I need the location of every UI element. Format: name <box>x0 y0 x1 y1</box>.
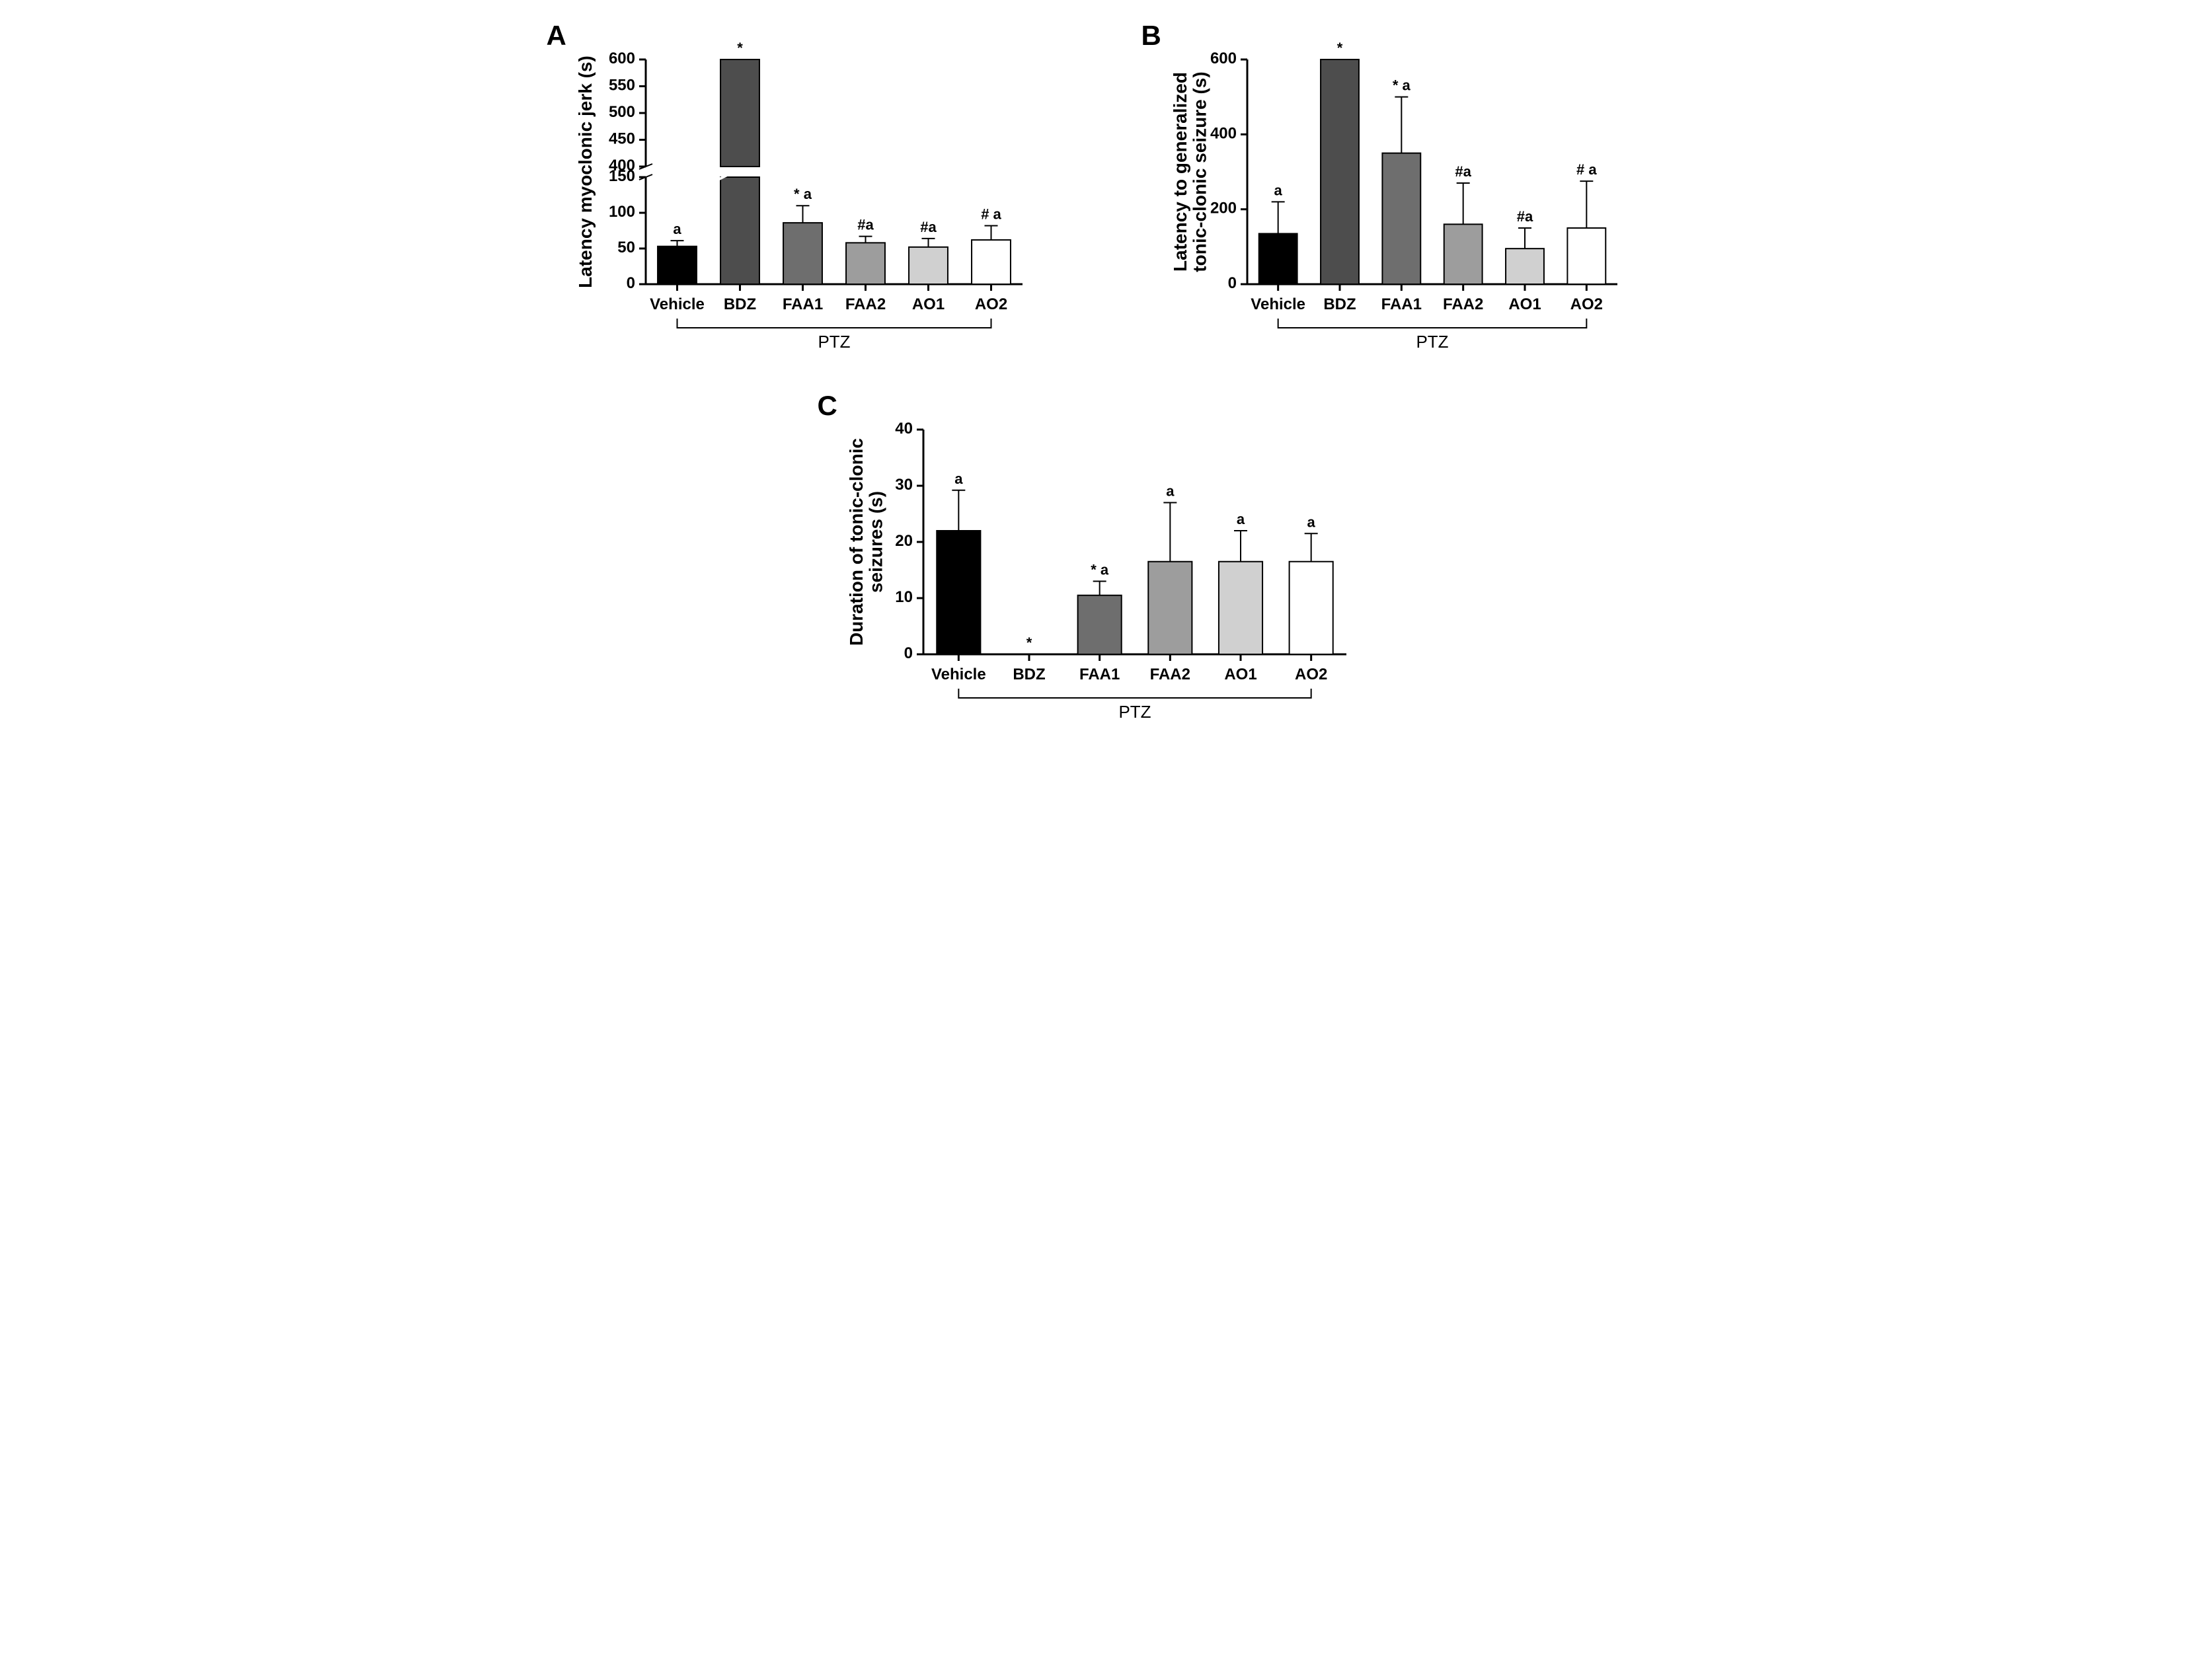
figure-root: A 050100150400450500550600Latency myoclo… <box>573 26 1631 740</box>
svg-text:AO1: AO1 <box>911 295 944 313</box>
svg-text:AO2: AO2 <box>1570 295 1602 313</box>
svg-text:0: 0 <box>1227 274 1236 292</box>
svg-text:Vehicle: Vehicle <box>931 666 986 683</box>
svg-text:* a: * a <box>794 186 812 202</box>
svg-text:PTZ: PTZ <box>1118 702 1151 722</box>
panel-a: A 050100150400450500550600Latency myoclo… <box>573 26 1036 370</box>
svg-text:100: 100 <box>608 203 635 221</box>
svg-text:Duration of tonic-clonicseizur: Duration of tonic-clonicseizures (s) <box>846 438 886 646</box>
svg-text:AO2: AO2 <box>974 295 1007 313</box>
svg-text:* a: * a <box>1392 77 1411 94</box>
svg-text:Latency myoclonic jerk (s): Latency myoclonic jerk (s) <box>575 56 596 288</box>
svg-text:BDZ: BDZ <box>1323 295 1356 313</box>
svg-text:BDZ: BDZ <box>1013 666 1045 683</box>
panel-a-letter: A <box>547 20 566 52</box>
svg-text:500: 500 <box>608 103 635 121</box>
svg-text:FAA2: FAA2 <box>1442 295 1483 313</box>
panel-c-chart: 0 10 20 30 40 Duration of tonic-clonicseizure… <box>844 397 1360 740</box>
svg-text:AO1: AO1 <box>1224 666 1256 683</box>
svg-text:400: 400 <box>608 157 635 174</box>
panel-b-chart: 0 200 400 600Latency to generalizedtonic-cl… <box>1168 26 1631 370</box>
svg-text:600: 600 <box>1210 50 1236 67</box>
svg-text:10: 10 <box>895 588 913 606</box>
svg-text:0: 0 <box>626 274 635 292</box>
svg-text:Vehicle: Vehicle <box>650 295 705 313</box>
svg-text:#a: #a <box>920 219 937 235</box>
svg-text:400: 400 <box>1210 125 1236 143</box>
svg-text:AO2: AO2 <box>1294 666 1327 683</box>
svg-text:*: * <box>1336 40 1342 56</box>
svg-text:#a: #a <box>857 217 874 233</box>
svg-text:PTZ: PTZ <box>1416 332 1448 352</box>
svg-text:30: 30 <box>895 476 913 494</box>
svg-text:a: a <box>1166 483 1175 500</box>
svg-text:FAA2: FAA2 <box>845 295 885 313</box>
svg-text:50: 50 <box>617 239 635 256</box>
svg-text:*: * <box>1026 634 1032 651</box>
panel-b: B 0200400600Latency to generalizedtonic-… <box>1168 26 1631 370</box>
svg-text:# a: # a <box>981 206 1001 222</box>
svg-text:FAA1: FAA1 <box>1381 295 1421 313</box>
svg-text:# a: # a <box>1576 161 1597 178</box>
svg-text:a: a <box>1274 182 1282 198</box>
svg-text:a: a <box>1307 514 1315 530</box>
svg-text:40: 40 <box>895 420 913 438</box>
svg-text:FAA1: FAA1 <box>1079 666 1119 683</box>
svg-text:PTZ: PTZ <box>818 332 850 352</box>
svg-text:550: 550 <box>608 77 635 95</box>
svg-text:FAA2: FAA2 <box>1149 666 1190 683</box>
svg-text:450: 450 <box>608 130 635 148</box>
svg-text:Vehicle: Vehicle <box>1251 295 1305 313</box>
panel-c: C 010203040Duration of tonic-clonicseizu… <box>844 397 1360 740</box>
svg-text:200: 200 <box>1210 200 1236 217</box>
panel-c-letter: C <box>818 390 837 422</box>
bottom-row: C 010203040Duration of tonic-clonicseizu… <box>573 397 1631 740</box>
panel-a-chart: 050100150400450500550600Latency myocloni… <box>573 26 1036 370</box>
svg-text:20: 20 <box>895 532 913 550</box>
svg-text:BDZ: BDZ <box>723 295 755 313</box>
svg-text:a: a <box>954 471 963 487</box>
svg-text:#a: #a <box>1455 163 1471 180</box>
top-row: A 050100150400450500550600Latency myoclo… <box>573 26 1631 370</box>
svg-text:a: a <box>673 221 681 237</box>
svg-text:a: a <box>1236 511 1245 527</box>
svg-text:Latency to generalizedtonic-cl: Latency to generalizedtonic-clonic seizu… <box>1170 71 1210 272</box>
svg-text:#a: #a <box>1516 208 1533 225</box>
svg-text:AO1: AO1 <box>1508 295 1541 313</box>
svg-text:600: 600 <box>608 50 635 67</box>
svg-text:FAA1: FAA1 <box>782 295 822 313</box>
svg-text:*: * <box>737 40 743 56</box>
svg-text:0: 0 <box>904 644 912 662</box>
svg-text:* a: * a <box>1091 562 1109 578</box>
panel-b-letter: B <box>1141 20 1161 52</box>
